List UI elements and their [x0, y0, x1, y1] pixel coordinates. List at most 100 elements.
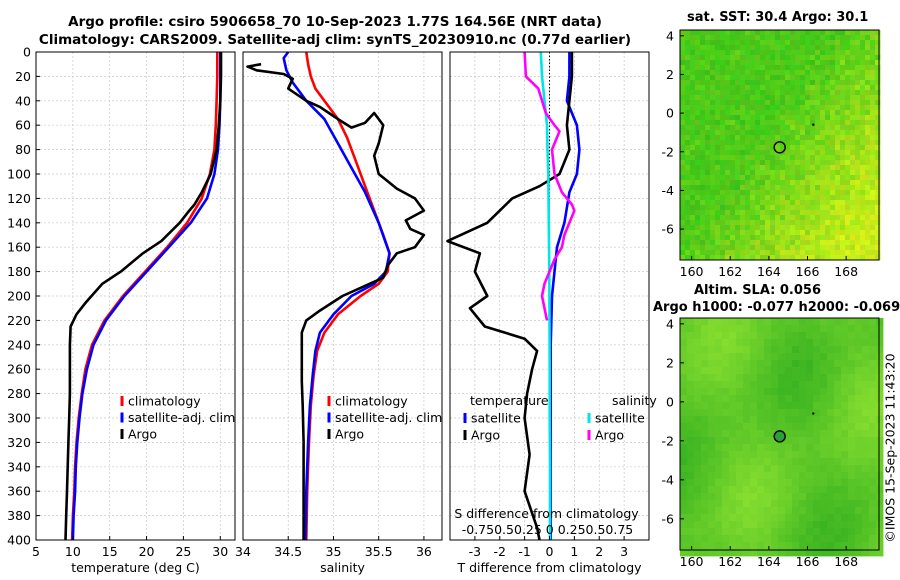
- sst-map-cell: [720, 240, 726, 246]
- sst-map-cell: [720, 210, 726, 216]
- sst-map-cell: [685, 100, 691, 106]
- sst-map-cell: [765, 240, 771, 246]
- sst-map-cell: [855, 235, 861, 241]
- sst-map-cell: [705, 235, 711, 241]
- sla-map-cell: [778, 353, 786, 361]
- sla-map-cell: [876, 507, 884, 515]
- depth-tick-label: 320: [7, 435, 31, 450]
- sst-map-cell: [705, 205, 711, 211]
- sla-map-cell: [813, 437, 821, 445]
- sst-map-cell: [770, 155, 776, 161]
- sst-map-cell: [785, 130, 791, 136]
- sst-map-cell: [830, 30, 836, 36]
- sla-map-cell: [799, 465, 807, 473]
- sst-map-cell: [805, 40, 811, 46]
- sst-map-cell: [745, 245, 751, 251]
- salinity-profile-legend-label: satellite-adj. clim: [335, 410, 442, 425]
- sst-map-cell: [725, 205, 731, 211]
- sla-map-cell: [764, 444, 772, 452]
- sla-map-cell: [701, 360, 709, 368]
- sst-map-cell: [790, 75, 796, 81]
- sst-map-cell: [860, 55, 866, 61]
- sst-map-cell: [695, 55, 701, 61]
- sla-map-cell: [701, 549, 709, 557]
- sst-map-cell: [835, 105, 841, 111]
- sla-map-cell: [736, 549, 744, 557]
- sst-map-cell: [865, 175, 871, 181]
- sla-map-cell: [855, 528, 863, 536]
- sst-map-cell: [850, 120, 856, 126]
- sla-map-cell: [799, 367, 807, 375]
- sla-map-cell: [722, 437, 730, 445]
- sla-map-cell: [869, 493, 877, 501]
- sst-map-cell: [840, 255, 846, 261]
- sla-map-cell: [771, 318, 779, 326]
- sst-map-cell: [750, 170, 756, 176]
- sst-map-cell: [850, 55, 856, 61]
- diff-legend-label: satellite: [595, 411, 645, 426]
- sla-map-cell: [855, 430, 863, 438]
- sla-map-cell: [785, 535, 793, 543]
- sst-map-cell: [755, 100, 761, 106]
- sst-map-cell: [735, 45, 741, 51]
- sst-map-cell: [845, 85, 851, 91]
- sst-map-cell: [735, 190, 741, 196]
- sla-map-cell: [869, 409, 877, 417]
- sla-map-cell: [722, 409, 730, 417]
- sst-map-cell: [685, 50, 691, 56]
- sst-map-cell: [810, 30, 816, 36]
- sla-map-cell: [736, 402, 744, 410]
- sst-map-cell: [840, 240, 846, 246]
- sla-map-cell: [799, 339, 807, 347]
- sst-map-cell: [705, 210, 711, 216]
- sla-map-cell: [701, 465, 709, 473]
- sla-map-cell: [771, 549, 779, 557]
- sla-map-cell: [848, 325, 856, 333]
- sst-map-cell: [715, 240, 721, 246]
- sla-map-cell: [757, 542, 765, 550]
- sla-map-cell: [855, 416, 863, 424]
- sla-map-cell: [750, 500, 758, 508]
- sst-map-cell: [750, 120, 756, 126]
- sst-map-cell: [805, 230, 811, 236]
- sst-map-cell: [780, 55, 786, 61]
- sst-map-cell: [695, 80, 701, 86]
- sla-map-cell: [701, 444, 709, 452]
- sla-map-cell: [848, 507, 856, 515]
- sst-map-cell: [760, 110, 766, 116]
- sst-map-cell: [775, 230, 781, 236]
- sst-map-cell: [780, 160, 786, 166]
- sst-map-cell: [800, 110, 806, 116]
- sst-map-cell: [720, 205, 726, 211]
- sst-map-cell: [695, 170, 701, 176]
- sst-map-cell: [690, 230, 696, 236]
- sst-map-cell: [680, 95, 686, 101]
- sst-map-cell: [720, 200, 726, 206]
- sla-map-cell: [869, 402, 877, 410]
- sla-map-cell: [729, 409, 737, 417]
- sst-map-cell: [820, 150, 826, 156]
- sla-map-cell: [827, 479, 835, 487]
- sla-map-cell: [736, 493, 744, 501]
- sla-map-cell: [708, 444, 716, 452]
- sst-map-cell: [780, 95, 786, 101]
- sst-map-cell: [770, 90, 776, 96]
- sst-map-cell: [875, 75, 881, 81]
- sst-map-cell: [725, 35, 731, 41]
- sst-map-cell: [830, 215, 836, 221]
- sst-map-cell: [710, 50, 716, 56]
- sst-map-cell: [830, 225, 836, 231]
- sst-map-cell: [805, 170, 811, 176]
- sla-map-cell: [806, 367, 814, 375]
- sst-map-cell: [755, 75, 761, 81]
- sst-map-cell: [805, 125, 811, 131]
- sst-map-cell: [800, 50, 806, 56]
- sst-map-cell: [840, 155, 846, 161]
- sst-map-cell: [725, 200, 731, 206]
- sst-map-cell: [800, 150, 806, 156]
- sst-map-cell: [805, 95, 811, 101]
- sst-map-cell: [770, 125, 776, 131]
- sst-map-cell: [865, 50, 871, 56]
- sla-map-cell: [771, 367, 779, 375]
- sst-map-cell: [760, 170, 766, 176]
